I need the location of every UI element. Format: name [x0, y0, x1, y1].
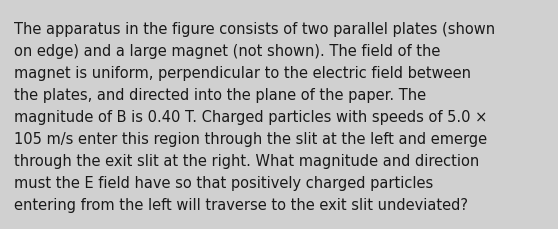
Text: must the E field have so that positively charged particles: must the E field have so that positively…	[14, 175, 433, 190]
Text: through the exit slit at the right. What magnitude and direction: through the exit slit at the right. What…	[14, 153, 479, 168]
Text: entering from the left will traverse to the exit slit undeviated?: entering from the left will traverse to …	[14, 197, 468, 212]
Text: magnet is uniform, perpendicular to the electric field between: magnet is uniform, perpendicular to the …	[14, 66, 471, 81]
Text: 105 m/s enter this region through the slit at the left and emerge: 105 m/s enter this region through the sl…	[14, 131, 487, 146]
Text: magnitude of B is 0.40 T. Charged particles with speeds of 5.0 ×: magnitude of B is 0.40 T. Charged partic…	[14, 109, 487, 124]
Text: the plates, and directed into the plane of the paper. The: the plates, and directed into the plane …	[14, 88, 426, 103]
Text: on edge) and a large magnet (not shown). The field of the: on edge) and a large magnet (not shown).…	[14, 44, 440, 59]
Text: The apparatus in the figure consists of two parallel plates (shown: The apparatus in the figure consists of …	[14, 22, 495, 37]
